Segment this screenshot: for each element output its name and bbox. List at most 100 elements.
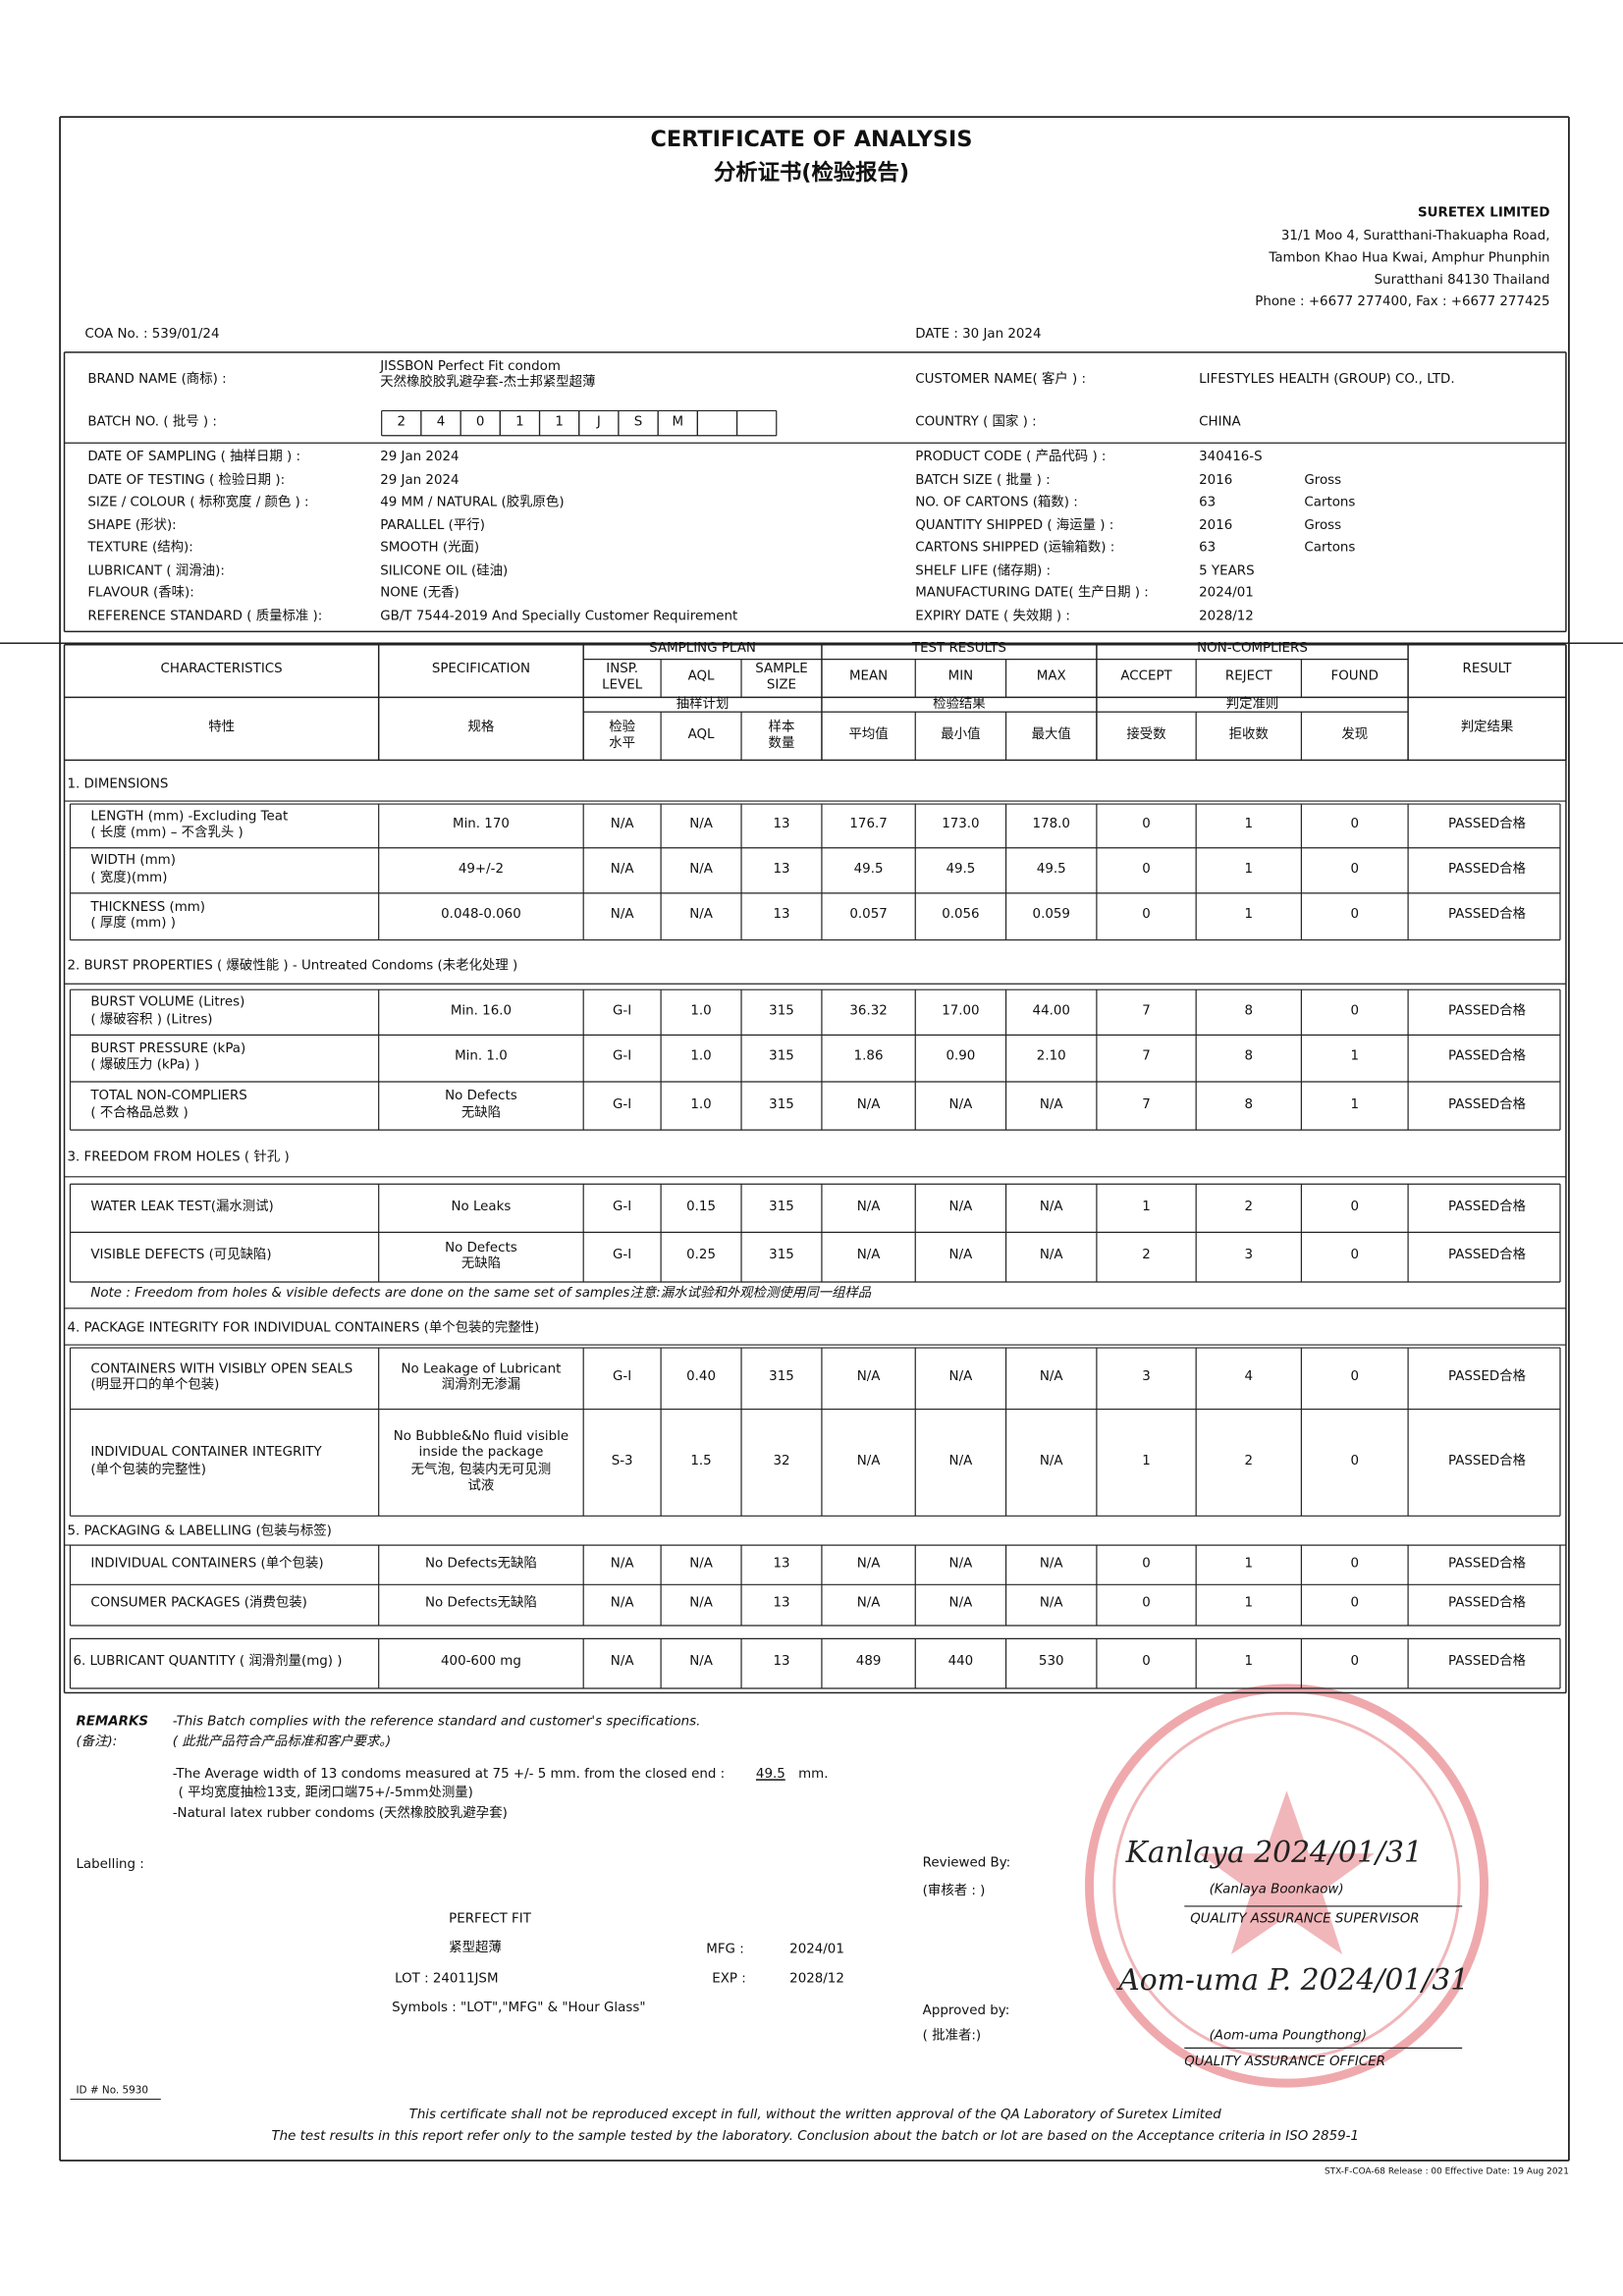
label: REFERENCE STANDARD ( 质量标准 ): [87, 609, 323, 624]
column-header-cn: AQL [687, 728, 715, 744]
table-cell: 8 [1244, 1097, 1254, 1113]
table-cell: N/A [1039, 1454, 1063, 1469]
remark: -Natural latex rubber condoms (天然橡胶胶乳避孕套… [172, 1806, 508, 1822]
table-cell: 0 [1350, 1556, 1360, 1572]
table-cell: 0 [1350, 1200, 1360, 1215]
table-cell: 17.00 [942, 1003, 980, 1019]
batch-digit: J [596, 414, 601, 430]
column-header: AQL [687, 669, 715, 685]
table-cell: 36.32 [849, 1003, 888, 1019]
company: SURETEX LIMITED [1417, 205, 1550, 221]
table-cell: N/A [948, 1454, 973, 1469]
table-cell: N/A [856, 1369, 881, 1385]
table-cell: 0 [1350, 1249, 1360, 1264]
value: PARALLEL (平行) [380, 517, 485, 533]
table-cell: 1 [1244, 862, 1254, 878]
table-cell: PASSED合格 [1448, 862, 1527, 878]
footer-note: This certificate shall not be reproduced… [408, 2108, 1221, 2123]
section-title: 1. DIMENSIONS [67, 777, 169, 792]
table-cell: N/A [856, 1556, 881, 1572]
table-cell: No Defects无缺陷 [425, 1596, 537, 1612]
group-header-cn: 判定准则 [1225, 697, 1279, 713]
table-cell: 0 [1142, 818, 1151, 832]
table-cell: PASSED合格 [1448, 1097, 1527, 1113]
column-header: MEAN [848, 669, 889, 685]
stamp-star [1199, 1790, 1375, 1955]
table-cell: N/A [1039, 1369, 1063, 1385]
table-cell: 49.5 [1036, 862, 1066, 878]
table-cell: 3 [1142, 1369, 1151, 1385]
labelling-label: Labelling : [76, 1857, 144, 1873]
table-cell: 2.10 [1036, 1049, 1066, 1065]
table-cell: 1 [1350, 1097, 1360, 1113]
table-cell: G-I [613, 1097, 632, 1113]
column-header: SPECIFICATION [431, 663, 531, 678]
value: 340416-S [1199, 450, 1263, 465]
table-cell: N/A [948, 1249, 973, 1264]
column-header-cn: 发现 [1341, 728, 1369, 744]
labelling-text: EXP : [712, 1971, 746, 1987]
table-cell: 489 [855, 1655, 882, 1671]
remark: ( 平均宽度抽检13支, 距闭口端75+/-5mm处测量) [178, 1786, 473, 1801]
characteristic: CONSUMER PACKAGES (消费包装) [90, 1596, 307, 1612]
column-header: MIN [947, 669, 974, 685]
table-cell: N/A [1039, 1249, 1063, 1264]
table-cell: 315 [769, 1097, 794, 1113]
coa-no: COA No. : 539/01/24 [84, 327, 220, 343]
table-cell: G-I [613, 1249, 632, 1264]
table-cell: 2 [1244, 1454, 1254, 1469]
table-cell: 1 [1244, 1556, 1254, 1572]
section-title: 4. PACKAGE INTEGRITY FOR INDIVIDUAL CONT… [67, 1321, 540, 1336]
approved-label: Approved by: [922, 2003, 1010, 2019]
table-cell: G-I [613, 1003, 632, 1019]
approver-name: (Aom-uma Poungthong) [1209, 2029, 1368, 2044]
column-header-cn: 判定结果 [1460, 720, 1514, 735]
value: LIFESTYLES HEALTH (GROUP) CO., LTD. [1199, 372, 1455, 388]
table-cell: PASSED合格 [1448, 1003, 1527, 1019]
table-cell: 0.048-0.060 [441, 908, 521, 924]
value: 29 Jan 2024 [380, 472, 460, 488]
label: CARTONS SHIPPED (运输箱数) : [915, 541, 1115, 556]
reviewed-label-cn: (审核者 : ) [922, 1884, 986, 1899]
column-header: CHARACTERISTICS [160, 663, 283, 678]
table-cell: Min. 170 [453, 818, 510, 832]
reviewer-title: QUALITY ASSURANCE SUPERVISOR [1190, 1911, 1420, 1927]
table-cell: PASSED合格 [1448, 1249, 1527, 1264]
table-cell: PASSED合格 [1448, 1369, 1527, 1385]
table-cell: PASSED合格 [1448, 818, 1527, 832]
column-header-cn: 检验 水平 [609, 720, 636, 752]
labelling-text: 2028/12 [789, 1971, 844, 1987]
table-cell: 13 [773, 862, 790, 878]
characteristic: CONTAINERS WITH VISIBLY OPEN SEALS (明显开口… [90, 1362, 353, 1394]
note: Note : Freedom from holes & visible defe… [90, 1287, 872, 1302]
table-cell: 315 [769, 1003, 794, 1019]
table-cell: 0 [1350, 1596, 1360, 1612]
value: 29 Jan 2024 [380, 450, 460, 465]
value: GB/T 7544-2019 And Specially Customer Re… [380, 609, 738, 624]
table-cell: 0 [1350, 1454, 1360, 1469]
column-header-cn: 规格 [467, 720, 495, 735]
label: TEXTURE (结构): [87, 541, 193, 556]
table-cell: 7 [1142, 1003, 1151, 1019]
table-cell: N/A [610, 1596, 634, 1612]
label: BRAND NAME (商标) : [87, 372, 227, 388]
table-cell: 1 [1142, 1200, 1151, 1215]
column-header-cn: 最大值 [1031, 728, 1071, 744]
table-cell: 49.5 [853, 862, 884, 878]
column-header: ACCEPT [1120, 669, 1172, 685]
table-cell: 2 [1142, 1249, 1151, 1264]
signature: Kanlaya 2024/01/31 [1125, 1834, 1423, 1870]
table-cell: No Defects无缺陷 [425, 1556, 537, 1572]
table-cell: 32 [773, 1454, 790, 1469]
labelling-text: LOT : 24011JSM [395, 1971, 499, 1987]
signature: Aom-uma P. 2024/01/31 [1118, 1961, 1470, 1998]
table-cell: 1 [1244, 1655, 1254, 1671]
labelling-text: 紧型超薄 [449, 1941, 502, 1956]
table-cell: 13 [773, 908, 790, 924]
stamp-ring [1112, 1711, 1461, 2060]
table-cell: No Leakage of Lubricant 润滑剂无渗漏 [401, 1362, 562, 1394]
value: 63 [1199, 541, 1217, 556]
table-cell: N/A [948, 1596, 973, 1612]
